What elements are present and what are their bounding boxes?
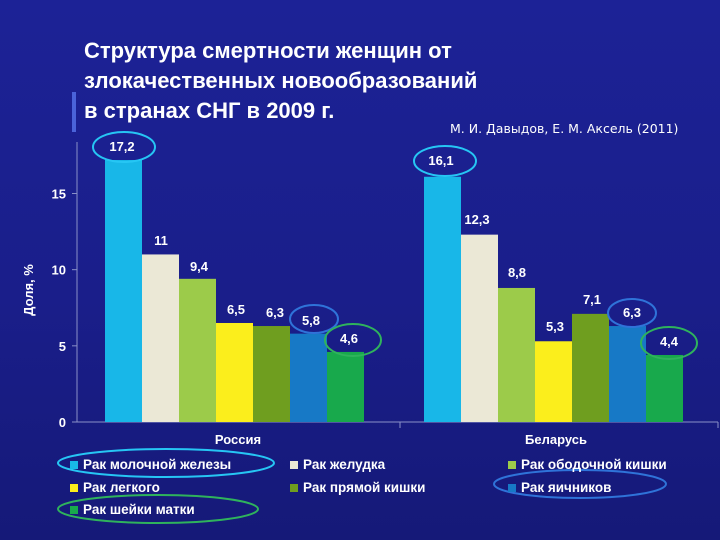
legend-label: Рак прямой кишки — [303, 480, 426, 495]
data-label: 8,8 — [508, 265, 526, 280]
bar — [216, 322, 253, 422]
highlight-oval — [289, 304, 339, 334]
data-label: 5,8 — [302, 313, 320, 328]
y-tick-label: 5 — [59, 339, 66, 354]
highlight-oval — [493, 469, 667, 499]
legend-item: Рак молочной железы — [70, 457, 231, 472]
legend-item: Рак желудка — [290, 457, 385, 472]
bar — [424, 176, 461, 422]
highlight-oval — [92, 131, 156, 163]
title-line-2: злокачественных новообразований — [84, 68, 478, 93]
legend-swatch — [70, 460, 78, 469]
highlight-oval — [413, 145, 477, 177]
bar — [609, 326, 646, 422]
chart-axes: 0 5 10 15 Доля, % Россия Беларусь — [21, 142, 719, 447]
bar — [646, 354, 683, 422]
data-label: 11 — [154, 233, 168, 248]
bar — [461, 234, 498, 422]
legend-swatch — [70, 483, 78, 492]
highlight-ovals — [57, 131, 698, 524]
data-label: 6,3 — [266, 305, 284, 320]
bar — [179, 278, 216, 422]
y-tick-label: 10 — [52, 263, 66, 278]
legend-label: Рак желудка — [303, 457, 386, 472]
bar — [498, 287, 535, 422]
legend-swatch — [508, 483, 516, 492]
legend-item: Рак прямой кишки — [290, 480, 425, 495]
y-tick-label: 0 — [59, 415, 66, 430]
data-label: 17,2 — [109, 139, 134, 154]
legend-item: Рак яичников — [508, 480, 611, 495]
title-line-3: в странах СНГ в 2009 г. — [84, 98, 335, 123]
data-label: 12,3 — [464, 212, 489, 227]
legend-label: Рак шейки матки — [83, 502, 195, 517]
data-label: 6,5 — [227, 302, 245, 317]
highlight-oval — [640, 326, 698, 360]
legend-label: Рак ободочной кишки — [521, 457, 667, 472]
data-label: 6,3 — [623, 305, 641, 320]
highlight-oval — [57, 494, 259, 524]
bar — [105, 160, 142, 422]
data-label: 5,3 — [546, 319, 564, 334]
highlight-oval — [607, 298, 657, 328]
accent-line — [72, 92, 76, 132]
bar — [253, 326, 290, 422]
title-line-1: Структура смертности женщин от — [84, 38, 452, 63]
legend-label: Рак молочной железы — [83, 457, 232, 472]
bar — [142, 254, 179, 422]
legend-label: Рак яичников — [521, 480, 612, 495]
highlight-oval — [324, 323, 382, 357]
y-axis-label: Доля, % — [21, 264, 36, 316]
y-tick-label: 15 — [52, 187, 66, 202]
legend-swatch — [290, 483, 298, 492]
bar — [327, 351, 364, 422]
legend-item: Рак ободочной кишки — [508, 457, 667, 472]
category-label: Беларусь — [525, 432, 587, 447]
bar — [535, 341, 572, 422]
bar — [290, 333, 327, 422]
legend-swatch — [508, 460, 516, 469]
slide-title: Структура смертности женщин от злокачест… — [84, 36, 644, 126]
highlight-oval — [57, 448, 275, 478]
author-citation: М. И. Давыдов, Е. М. Аксель (2011) — [450, 121, 679, 136]
data-label: 7,1 — [583, 292, 601, 307]
legend-item: Рак легкого — [70, 480, 160, 495]
legend-swatch — [290, 460, 298, 469]
data-label: 16,1 — [428, 153, 453, 168]
data-label: 9,4 — [190, 259, 209, 274]
bar — [572, 313, 609, 422]
chart-bars — [105, 160, 683, 422]
legend-item: Рак шейки матки — [70, 502, 195, 517]
data-label: 4,4 — [660, 334, 679, 349]
legend-swatch — [70, 505, 78, 514]
category-label: Россия — [215, 432, 261, 447]
chart-data-labels: 17,2 11 9,4 6,5 6,3 5,8 4,6 16,1 12,3 8,8 5,3 7,1 6,… — [109, 139, 678, 349]
data-label: 4,6 — [340, 331, 358, 346]
legend-label: Рак легкого — [83, 480, 160, 495]
